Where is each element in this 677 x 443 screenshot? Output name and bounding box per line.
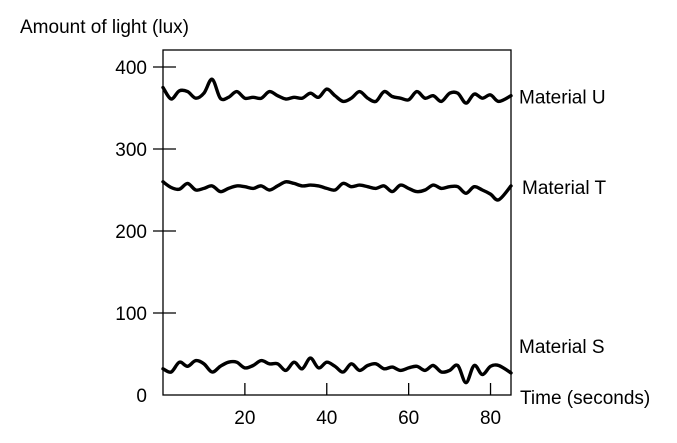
series-line-material-t bbox=[161, 180, 513, 202]
series-labels: Material U Material T Material S bbox=[519, 88, 607, 358]
series-line-material-s bbox=[161, 356, 513, 385]
x-tick-label: 80 bbox=[480, 408, 501, 429]
series-label-material-t: Material T bbox=[522, 178, 607, 199]
x-tick-label: 60 bbox=[398, 408, 419, 429]
x-axis-ticks: 20 40 60 80 bbox=[234, 383, 501, 429]
series-lines bbox=[161, 77, 513, 385]
y-tick-label: 300 bbox=[115, 140, 147, 161]
x-axis-title: Time (seconds) bbox=[520, 388, 650, 409]
y-tick-label: 100 bbox=[115, 304, 147, 325]
y-axis-title: Amount of light (lux) bbox=[20, 17, 189, 38]
series-line-material-u bbox=[161, 77, 513, 105]
x-tick-label: 40 bbox=[316, 408, 337, 429]
series-label-material-s: Material S bbox=[519, 337, 605, 358]
y-tick-label: 0 bbox=[136, 386, 147, 407]
y-axis-ticks: 0 100 200 300 400 bbox=[115, 58, 176, 407]
x-tick-label: 20 bbox=[234, 408, 255, 429]
y-tick-label: 200 bbox=[115, 222, 147, 243]
plot-border bbox=[162, 49, 512, 396]
y-tick-label: 400 bbox=[115, 58, 147, 79]
series-label-material-u: Material U bbox=[519, 88, 606, 109]
plot-area-frame bbox=[162, 49, 512, 396]
